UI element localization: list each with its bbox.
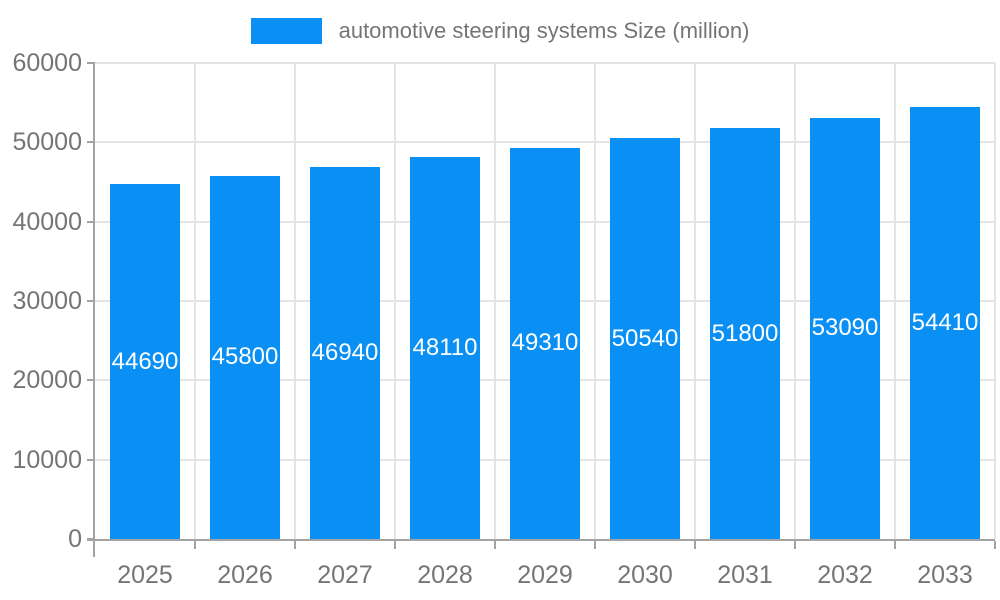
x-gridline: [394, 63, 396, 539]
bar: 53090: [810, 117, 880, 539]
x-tick: [994, 541, 996, 549]
x-tick-label: 2026: [217, 561, 273, 589]
x-tick: [794, 541, 796, 549]
y-gridline: [95, 141, 995, 144]
x-axis-line: [87, 539, 995, 541]
x-tick-label: 2027: [317, 561, 373, 589]
legend-label: automotive steering systems Size (millio…: [338, 18, 750, 43]
y-tick-label: 60000: [12, 49, 82, 77]
x-tick: [194, 541, 196, 549]
bar: 49310: [510, 147, 580, 539]
bar: 46940: [310, 166, 380, 539]
bar: 44690: [110, 184, 180, 539]
bar-value-label: 45800: [211, 343, 279, 371]
y-tick-label: 0: [68, 525, 82, 553]
y-tick: [87, 458, 95, 461]
x-tick: [694, 541, 696, 549]
x-gridline: [294, 63, 296, 539]
x-tick: [394, 541, 396, 549]
x-gridline: [794, 63, 796, 539]
y-tick-label: 10000: [12, 445, 82, 474]
bar-value-label: 49310: [511, 329, 579, 357]
bar-value-label: 54410: [911, 309, 979, 337]
y-tick: [87, 220, 95, 223]
bar: 48110: [410, 157, 480, 539]
y-tick-label: 20000: [12, 366, 82, 395]
y-gridline: [95, 62, 995, 64]
bar: 51800: [710, 128, 780, 539]
y-tick: [87, 300, 95, 302]
x-tick-label: 2028: [417, 561, 473, 589]
bar: 50540: [610, 138, 680, 539]
y-tick: [87, 379, 95, 382]
x-tick-label: 2033: [917, 561, 973, 589]
bar-value-label: 51800: [711, 319, 779, 347]
x-tick-label: 2031: [717, 561, 773, 589]
x-gridline: [494, 63, 496, 539]
x-tick-label: 2032: [817, 561, 873, 589]
y-tick-label: 40000: [12, 207, 82, 236]
bar-value-label: 48110: [412, 334, 478, 362]
legend-swatch: [250, 18, 322, 44]
x-tick-label: 2029: [517, 561, 573, 589]
y-tick-label: 50000: [12, 128, 82, 157]
x-tick: [594, 541, 596, 549]
bar-value-label: 50540: [611, 324, 679, 352]
x-tick: [494, 541, 496, 549]
x-tick: [894, 541, 896, 549]
bar: 45800: [210, 175, 280, 539]
chart-legend: automotive steering systems Size (millio…: [0, 17, 1000, 45]
y-axis-line: [93, 63, 95, 557]
x-tick-label: 2025: [117, 561, 173, 589]
x-gridline: [994, 63, 996, 539]
bar-value-label: 46940: [311, 338, 379, 366]
y-tick: [87, 141, 95, 144]
y-tick: [87, 62, 95, 64]
bar: 54410: [910, 107, 980, 539]
x-tick: [294, 541, 296, 549]
bar-value-label: 53090: [811, 314, 879, 342]
x-gridline: [594, 63, 596, 539]
bar-value-label: 44690: [111, 347, 179, 375]
x-gridline: [894, 63, 896, 539]
x-tick-label: 2030: [617, 561, 673, 589]
x-gridline: [694, 63, 696, 539]
x-gridline: [194, 63, 196, 539]
y-tick-label: 30000: [12, 287, 82, 315]
